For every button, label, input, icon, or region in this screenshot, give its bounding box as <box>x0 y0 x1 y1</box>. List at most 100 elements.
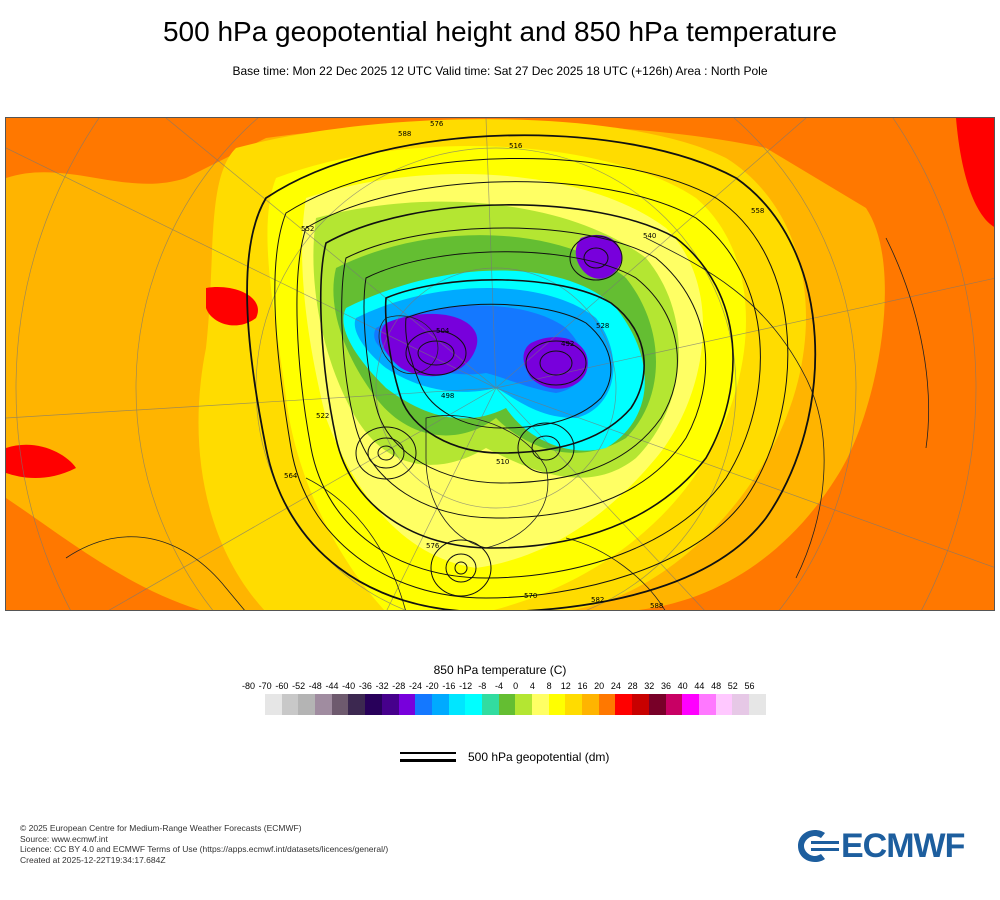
graticule <box>6 118 994 610</box>
temp-legend-tick: 40 <box>677 681 688 691</box>
temp-field-hot-3 <box>206 287 258 326</box>
temp-legend-tick: -60 <box>275 681 289 691</box>
temp-legend-tick: -70 <box>258 681 272 691</box>
temp-legend-ticks: -80 -70 -60 -52 -48 -44 -40 -36 -32 -28 -24 -20 -16-… <box>238 681 758 693</box>
temp-legend-tick: 32 <box>644 681 655 691</box>
footer-copyright: © 2025 European Centre for Medium-Range … <box>20 823 302 833</box>
ecmwf-logo-icon <box>798 830 839 862</box>
temp-legend-swatch <box>615 694 633 715</box>
temp-field-hot-1 <box>956 118 994 227</box>
temp-legend-tick: -52 <box>292 681 306 691</box>
geopotential-legend-label: 500 hPa geopotential (dm) <box>468 750 610 764</box>
contour-label: 564 <box>284 472 298 480</box>
contour-label: 558 <box>751 207 764 215</box>
temp-legend-title: 850 hPa temperature (C) <box>433 663 567 677</box>
footer-credits: © 2025 European Centre for Medium-Range … <box>20 823 388 865</box>
temp-legend-swatch <box>381 694 399 715</box>
contour-label: 576 <box>430 120 444 128</box>
temp-legend-tick: 0 <box>513 681 519 691</box>
contour-label: 516 <box>509 142 523 150</box>
temp-legend-tick: -32 <box>375 681 389 691</box>
temp-legend-swatch <box>348 694 366 715</box>
temp-legend-tick: 36 <box>660 681 672 691</box>
temp-legend-colorbar <box>265 694 766 715</box>
contour-label-group: 576 588 552 504 516 528 540 564 576 588 … <box>284 120 764 610</box>
contour-label: 552 <box>301 225 314 233</box>
temp-legend-swatch <box>331 694 349 715</box>
temp-legend-swatch <box>665 694 683 715</box>
geopotential-line-swatch <box>400 752 456 754</box>
temp-legend-tick: 44 <box>694 681 705 691</box>
temp-legend-swatch <box>281 694 299 715</box>
temp-legend-swatch <box>365 694 382 715</box>
contour-label: 570 <box>524 592 537 600</box>
temp-legend-swatch <box>648 694 666 715</box>
temp-legend-swatch <box>748 694 766 715</box>
temp-legend-swatch <box>548 694 566 715</box>
temp-legend-swatch <box>565 694 583 715</box>
temp-legend-swatch <box>515 694 532 715</box>
temp-legend-swatch <box>732 694 749 715</box>
temp-legend-swatch <box>431 694 449 715</box>
temp-legend-tick: 20 <box>594 681 605 691</box>
temp-legend-tick: -28 <box>392 681 406 691</box>
temp-legend-tick: -12 <box>459 681 473 691</box>
temp-legend-swatch <box>598 694 616 715</box>
temp-legend-tick: 16 <box>577 681 588 691</box>
contour-label: 528 <box>596 322 609 330</box>
chart-subtitle: Base time: Mon 22 Dec 2025 12 UTC Valid … <box>232 64 768 78</box>
temp-field-hot-2 <box>6 444 76 478</box>
geopotential-contours <box>246 134 817 610</box>
footer-licence: Licence: CC BY 4.0 and ECMWF Terms of Us… <box>20 844 389 854</box>
contour-label: 582 <box>591 596 604 604</box>
temp-legend-swatch <box>415 694 432 715</box>
temp-legend-swatch <box>582 694 599 715</box>
ecmwf-logo-text: ECMWF <box>841 827 965 865</box>
temp-legend-swatch <box>698 694 716 715</box>
temp-legend-swatch <box>398 694 416 715</box>
temp-field-purple <box>381 313 478 377</box>
temp-legend-tick: -48 <box>308 681 322 691</box>
ecmwf-logo: ECMWF <box>795 826 985 866</box>
temp-legend-tick: 52 <box>727 681 738 691</box>
contour-label: 510 <box>496 458 509 466</box>
contour-label: 522 <box>316 412 329 420</box>
temp-legend-tick: 12 <box>560 681 571 691</box>
temp-field-purple-3 <box>575 234 622 279</box>
temp-legend-tick: 48 <box>711 681 722 691</box>
temp-legend-swatch <box>298 694 316 715</box>
temp-legend-tick: -44 <box>325 681 339 691</box>
temp-legend-tick: 24 <box>610 681 621 691</box>
chart-title: 500 hPa geopotential height and 850 hPa … <box>162 16 838 47</box>
footer-created: Created at 2025-12-22T19:34:17.684Z <box>20 854 166 865</box>
weather-map[interactable]: 576 588 552 504 516 528 540 564 576 588 … <box>5 117 995 611</box>
contour-label: 540 <box>643 232 656 240</box>
temp-legend-swatch <box>715 694 733 715</box>
temp-legend-tick: 56 <box>744 681 755 691</box>
contour-label: 498 <box>441 392 454 400</box>
temp-legend-tick: -40 <box>342 681 356 691</box>
temp-legend-tick: -80 <box>241 681 256 691</box>
temp-legend-swatch <box>465 694 482 715</box>
temp-legend-swatch <box>532 694 549 715</box>
temp-legend-tick: -20 <box>425 681 439 691</box>
contour-label: 576 <box>426 542 440 550</box>
temp-legend-tick: 4 <box>529 681 535 691</box>
temp-legend-swatch <box>481 694 499 715</box>
temp-legend-swatch <box>265 694 282 715</box>
temp-legend-tick: -24 <box>408 681 423 691</box>
geopotential-line-swatch-thick <box>400 759 456 762</box>
temp-legend-swatch <box>498 694 516 715</box>
temp-legend-tick: 28 <box>627 681 638 691</box>
temp-legend-swatch <box>632 694 649 715</box>
temp-legend-swatch <box>315 694 332 715</box>
temp-legend-tick: -16 <box>442 681 456 691</box>
coastlines <box>65 237 929 610</box>
contour-label: 588 <box>650 602 663 610</box>
temp-legend-swatch <box>682 694 699 715</box>
contour-label: 588 <box>398 130 411 138</box>
temp-legend-tick: -36 <box>358 681 372 691</box>
temp-legend-swatch <box>448 694 466 715</box>
temp-legend-tick: -4 <box>494 681 504 691</box>
footer-source: Source: www.ecmwf.int <box>20 833 108 844</box>
